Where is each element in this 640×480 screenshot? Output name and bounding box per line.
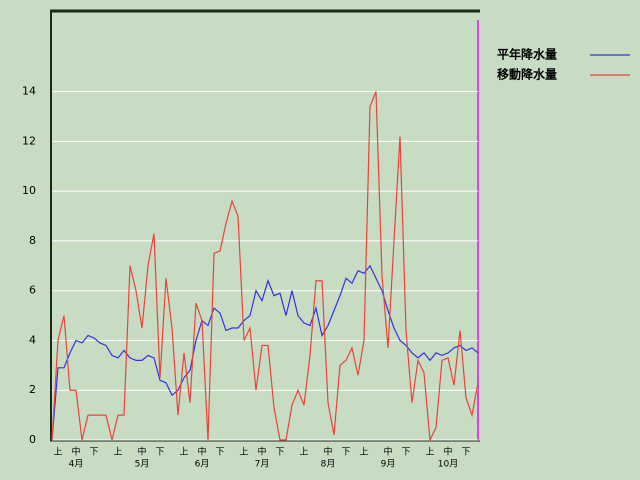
x-tick-label: 中 xyxy=(71,446,80,458)
x-tick-label: 下 xyxy=(215,448,224,458)
x-tick-label: 下 xyxy=(275,448,284,458)
y-tick-label: 8 xyxy=(29,234,36,247)
x-tick-label: 上 xyxy=(53,447,62,458)
y-tick-label: 4 xyxy=(29,333,36,346)
x-tick-label: 下 xyxy=(461,448,470,458)
y-tick-label: 10 xyxy=(22,184,36,197)
x-tick-label: 下 xyxy=(341,448,350,458)
month-label: 6月 xyxy=(195,459,210,470)
x-tick-label: 中 xyxy=(137,446,146,458)
x-tick-label: 中 xyxy=(257,446,266,458)
y-tick-label: 0 xyxy=(29,433,36,446)
x-tick-label: 上 xyxy=(299,447,308,458)
x-tick-label: 上 xyxy=(113,447,122,458)
x-tick-label: 下 xyxy=(89,448,98,458)
x-tick-label: 中 xyxy=(443,446,452,458)
series-line xyxy=(51,264,479,441)
x-tick-label: 上 xyxy=(359,447,368,458)
x-tick-label: 上 xyxy=(425,447,434,458)
y-tick-label: 14 xyxy=(22,85,36,98)
legend-label: 平年降水量 xyxy=(497,47,557,62)
x-tick-label: 中 xyxy=(323,446,332,458)
month-label: 9月 xyxy=(381,459,396,470)
series-line xyxy=(51,91,479,443)
x-tick-label: 中 xyxy=(383,446,392,458)
x-tick-label: 下 xyxy=(155,448,164,458)
x-tick-label: 上 xyxy=(239,447,248,458)
y-tick-label: 2 xyxy=(29,383,36,396)
y-tick-label: 12 xyxy=(22,134,36,147)
x-tick-label: 上 xyxy=(179,447,188,458)
y-tick-label: 6 xyxy=(29,284,36,297)
x-tick-label: 中 xyxy=(197,446,206,458)
month-label: 4月 xyxy=(69,459,84,470)
month-label: 7月 xyxy=(255,459,270,470)
x-tick-label: 下 xyxy=(401,448,410,458)
month-label: 8月 xyxy=(321,459,336,470)
month-label: 5月 xyxy=(135,459,150,470)
legend-label: 移動降水量 xyxy=(497,67,557,82)
month-label: 10月 xyxy=(438,459,458,470)
